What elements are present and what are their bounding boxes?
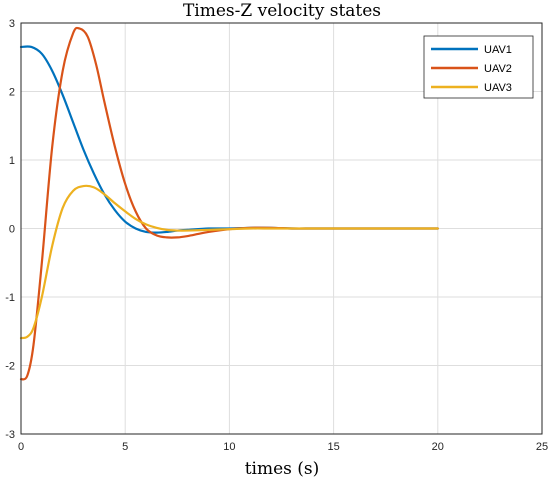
x-tick-label: 5	[122, 441, 128, 453]
x-tick-label: 20	[432, 441, 444, 453]
plot-area-border	[20, 22, 543, 435]
legend-label-uav3: UAV3	[484, 82, 512, 94]
x-axis-label: times (s)	[245, 459, 320, 479]
series-line-uav3	[19, 184, 439, 340]
chart-title: Times-Z velocity states	[183, 1, 381, 21]
series-layer	[19, 26, 439, 381]
x-tick-label: 0	[18, 441, 24, 453]
y-tick-label: 2	[9, 87, 15, 99]
tick-labels: 0 5 10 15 20 25 -3 -2 -1 0 1 2 3	[5, 18, 548, 453]
x-tick-label: 25	[536, 441, 548, 453]
legend: UAV1 UAV2 UAV3	[423, 35, 534, 99]
x-tick-label: 10	[223, 441, 235, 453]
y-tick-label: 0	[9, 224, 15, 236]
y-tick-label: -3	[5, 429, 15, 441]
y-tick-label: 3	[9, 18, 15, 30]
y-tick-label: -1	[5, 292, 15, 304]
legend-label-uav1: UAV1	[484, 44, 512, 56]
legend-label-uav2: UAV2	[484, 63, 512, 75]
y-tick-label: -2	[5, 361, 15, 373]
y-tick-label: 1	[9, 155, 15, 167]
x-tick-label: 15	[327, 441, 339, 453]
